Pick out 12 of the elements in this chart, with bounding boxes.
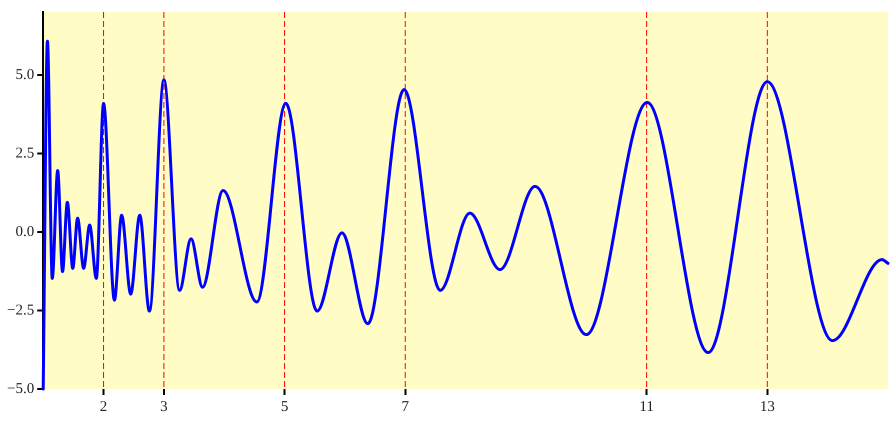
line-series [42,40,890,390]
y-tick-label: −5.0 [6,380,34,397]
x-tick-label: 11 [639,398,654,415]
y-tick-label: 0.0 [15,224,34,240]
x-tick-label: 7 [402,398,410,415]
y-tick-label: −2.5 [6,302,34,318]
x-tick-label: 2 [100,398,108,415]
y-tick-label: 2.5 [15,145,34,162]
x-tick-label: 5 [280,398,288,415]
y-tick-label: 5.0 [15,66,34,83]
x-tick-label: 3 [160,398,168,415]
x-tick-label: 13 [760,398,775,415]
